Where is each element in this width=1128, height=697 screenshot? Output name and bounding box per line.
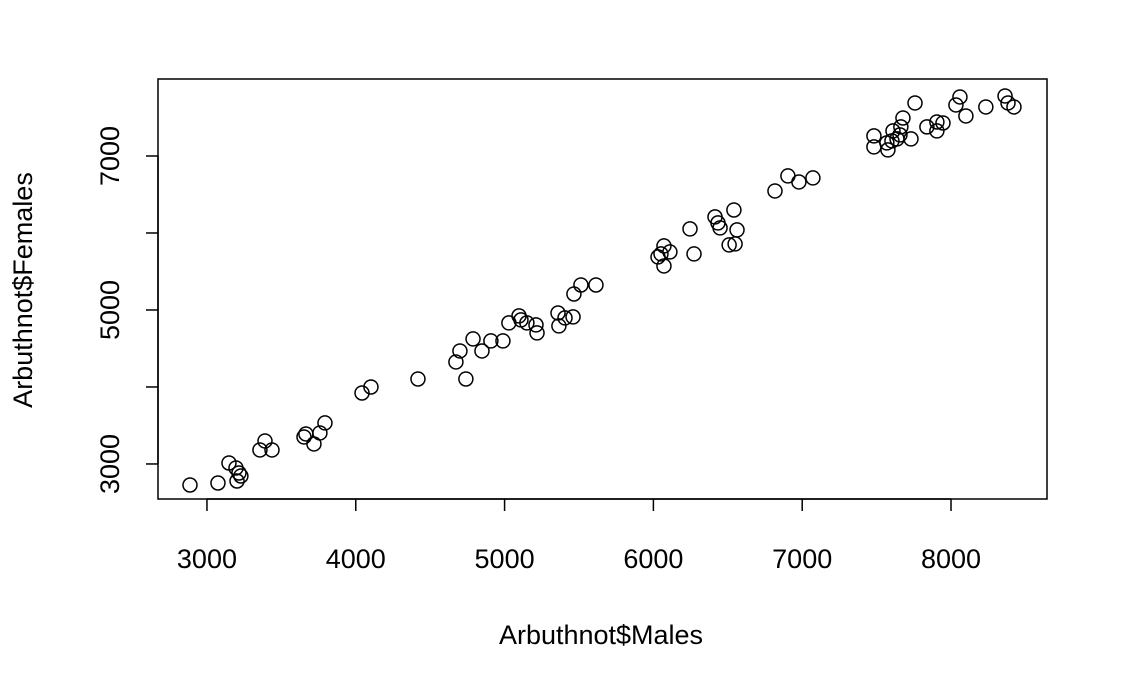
x-tick-label: 5000 <box>475 544 535 574</box>
point <box>465 331 481 347</box>
y-tick-label: 5000 <box>95 280 125 340</box>
point <box>557 310 573 326</box>
point <box>895 110 911 126</box>
point <box>726 202 742 218</box>
point <box>919 119 935 135</box>
point <box>317 415 333 431</box>
point <box>528 317 544 333</box>
point <box>306 436 322 452</box>
point <box>997 88 1013 104</box>
point <box>483 333 499 349</box>
point <box>252 442 268 458</box>
point <box>229 473 245 489</box>
x-tick-label: 8000 <box>921 544 981 574</box>
point <box>363 379 379 395</box>
point <box>495 333 511 349</box>
point <box>721 237 737 253</box>
point <box>866 139 882 155</box>
point <box>452 343 468 359</box>
point <box>588 277 604 293</box>
point <box>767 183 783 199</box>
point <box>958 108 974 124</box>
point <box>780 168 796 184</box>
point <box>264 442 280 458</box>
point <box>565 309 581 325</box>
point <box>978 99 994 115</box>
point <box>231 465 247 481</box>
point <box>551 318 567 334</box>
point <box>712 220 728 236</box>
point <box>566 286 582 302</box>
point <box>948 97 964 113</box>
point <box>929 114 945 130</box>
point <box>182 477 198 493</box>
point <box>474 343 490 359</box>
point <box>907 95 923 111</box>
x-tick-label: 3000 <box>177 544 237 574</box>
point <box>892 127 908 143</box>
point <box>729 222 745 238</box>
point <box>791 174 807 190</box>
point <box>903 131 919 147</box>
point <box>458 371 474 387</box>
x-tick-label: 6000 <box>623 544 683 574</box>
point <box>866 128 882 144</box>
x-axis-title: Arbuthnot$Males <box>499 620 703 650</box>
point <box>529 325 545 341</box>
point <box>233 468 249 484</box>
point <box>1006 99 1022 115</box>
point <box>210 475 226 491</box>
point <box>312 425 328 441</box>
point <box>952 89 968 105</box>
x-tick-label: 7000 <box>772 544 832 574</box>
point <box>686 246 702 262</box>
point <box>519 315 535 331</box>
point <box>662 244 678 260</box>
point <box>935 115 951 131</box>
point <box>410 371 426 387</box>
point <box>880 142 896 158</box>
x-tick-label: 4000 <box>326 544 386 574</box>
point <box>448 354 464 370</box>
point <box>656 258 672 274</box>
point <box>805 170 821 186</box>
point <box>929 123 945 139</box>
y-tick-label: 7000 <box>95 126 125 186</box>
point <box>656 238 672 254</box>
point <box>653 246 669 262</box>
point <box>573 277 589 293</box>
y-axis-title: Arbuthnot$Females <box>8 172 38 408</box>
point <box>893 119 909 135</box>
point <box>682 221 698 237</box>
y-tick-label: 3000 <box>95 434 125 494</box>
